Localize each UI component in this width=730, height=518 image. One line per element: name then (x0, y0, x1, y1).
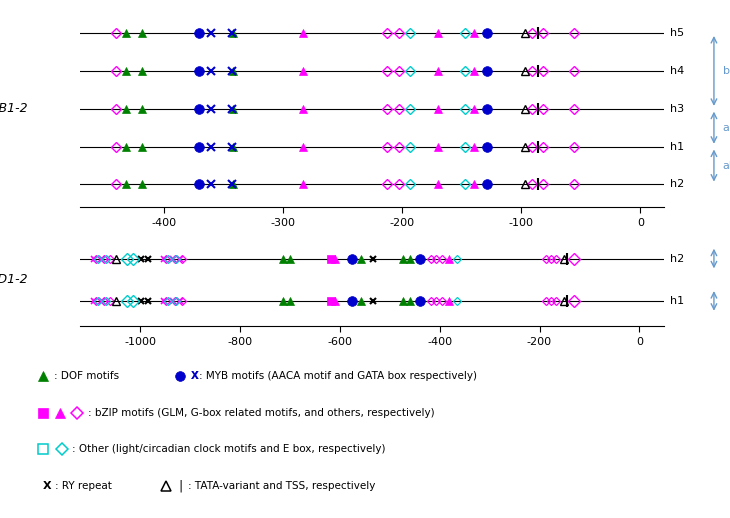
Text: h3: h3 (670, 104, 684, 114)
Text: : RY repeat: : RY repeat (55, 481, 112, 492)
Text: ab: ab (723, 161, 730, 170)
Text: h4: h4 (670, 66, 685, 76)
Text: |: | (179, 480, 183, 493)
Text: h5: h5 (670, 28, 684, 38)
Text: Glu-B1-2: Glu-B1-2 (0, 102, 28, 116)
Text: X: X (191, 371, 198, 381)
Text: h2: h2 (670, 180, 685, 190)
Text: : TATA-variant and TSS, respectively: : TATA-variant and TSS, respectively (188, 481, 376, 492)
Text: X: X (191, 371, 199, 381)
Text: : DOF motifs: : DOF motifs (54, 371, 119, 381)
Text: X: X (43, 481, 52, 492)
Text: h2: h2 (670, 253, 685, 264)
Text: a: a (723, 123, 729, 133)
Text: : MYB motifs (AACA motif and GATA box respectively): : MYB motifs (AACA motif and GATA box re… (199, 371, 477, 381)
Text: h1: h1 (670, 141, 684, 152)
Text: b: b (723, 66, 730, 76)
Text: Glu-D1-2: Glu-D1-2 (0, 273, 28, 286)
Text: : bZIP motifs (GLM, G-box related motifs, and others, respectively): : bZIP motifs (GLM, G-box related motifs… (88, 408, 434, 419)
Text: h1: h1 (670, 296, 684, 306)
Text: : Other (light/circadian clock motifs and E box, respectively): : Other (light/circadian clock motifs an… (72, 444, 386, 454)
